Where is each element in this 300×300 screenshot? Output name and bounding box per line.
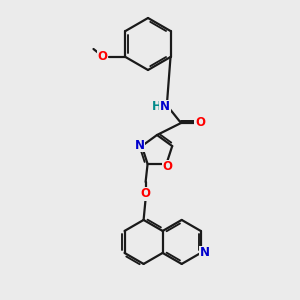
Text: O: O: [195, 116, 205, 130]
Text: H: H: [152, 100, 162, 113]
Text: O: O: [162, 160, 172, 173]
Text: N: N: [135, 139, 145, 152]
Text: N: N: [200, 246, 210, 260]
Text: O: O: [98, 50, 107, 64]
Text: N: N: [160, 100, 170, 113]
Text: O: O: [141, 188, 151, 200]
